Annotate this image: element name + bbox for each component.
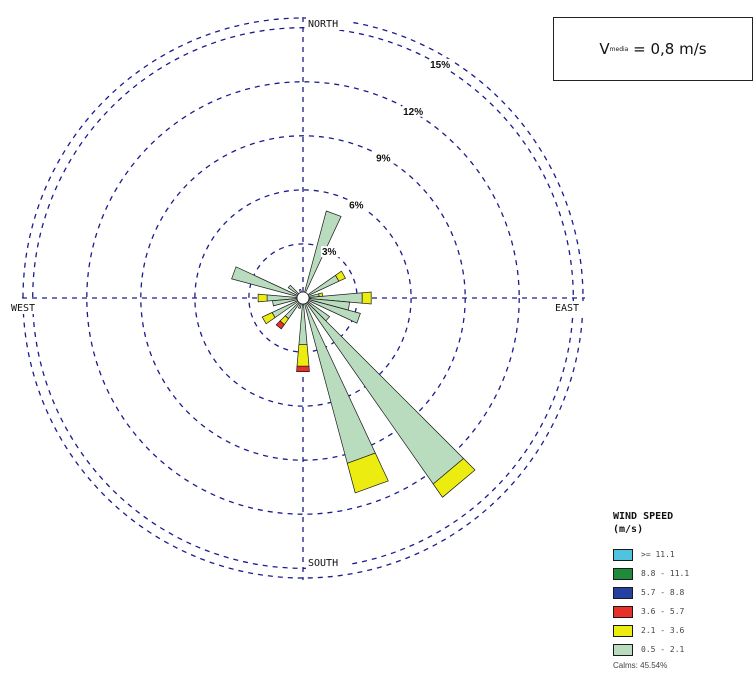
legend-label-6: 0.5 - 2.1 (641, 645, 685, 654)
petal-140-class-1 (302, 297, 465, 485)
ring-label-3: 3% (322, 247, 337, 258)
legend-label-4: 3.6 - 5.7 (641, 607, 685, 616)
legend-items: >= 11.1 8.8 - 11.1 5.7 - 8.8 3.6 - 5.7 2.1 -… (613, 548, 753, 656)
direction-label-south: SOUTH (308, 558, 338, 569)
petal-180-class-2 (296, 344, 310, 367)
petal-160-class-2 (346, 452, 389, 494)
petal-270-class-2 (257, 293, 268, 303)
legend-item-6: 0.5 - 2.1 (613, 643, 753, 656)
legend-label-2: 8.8 - 11.1 (641, 569, 690, 578)
ring-12 (86, 81, 520, 515)
petal-90-class-2 (361, 291, 372, 305)
legend-swatch-2 (613, 567, 633, 580)
mean-speed-subscript: media (609, 45, 629, 53)
direction-label-west: WEST (11, 303, 35, 314)
speed-legend: WIND SPEED (m/s) >= 11.1 8.8 - 11.1 5.7 - … (613, 510, 753, 670)
petal-140-class-2 (432, 458, 476, 498)
legend-swatch-5 (613, 624, 633, 637)
ring-label-6: 6% (349, 200, 364, 211)
ring-label-group: 3% 6% 9% 12% 15% (321, 58, 452, 258)
legend-label-5: 2.1 - 3.6 (641, 626, 685, 635)
petal-60-class-2 (335, 270, 346, 282)
legend-label-1: >= 11.1 (641, 550, 675, 559)
legend-item-2: 8.8 - 11.1 (613, 567, 753, 580)
legend-item-5: 2.1 - 3.6 (613, 624, 753, 637)
legend-item-1: >= 11.1 (613, 548, 753, 561)
ring-label-9: 9% (376, 154, 391, 165)
legend-swatch-6 (613, 643, 633, 656)
mean-speed-symbol: V (599, 40, 610, 58)
ring-6 (194, 189, 412, 407)
legend-label-3: 5.7 - 8.8 (641, 588, 685, 597)
legend-item-4: 3.6 - 5.7 (613, 605, 753, 618)
legend-swatch-3 (613, 586, 633, 599)
ring-label-15: 15% (430, 60, 450, 71)
legend-unit: (m/s) (613, 524, 644, 535)
mean-speed-value: = 0,8 m/s (633, 40, 707, 58)
petal-110-class-1 (302, 297, 361, 324)
petal-220-class-3 (275, 320, 285, 330)
legend-title: WIND SPEED (613, 511, 674, 522)
legend-swatch-4 (613, 605, 633, 618)
petal-180-class-3 (296, 365, 310, 372)
direction-label-north: NORTH (308, 19, 338, 30)
petal-group (231, 210, 476, 498)
calms-label: Calms: 45.54% (613, 661, 668, 670)
direction-label-east: EAST (555, 303, 579, 314)
calm-center (296, 291, 310, 305)
petal-240-class-2 (261, 312, 276, 325)
legend-swatch-1 (613, 548, 633, 561)
legend-item-3: 5.7 - 8.8 (613, 586, 753, 599)
petal-290-class-1 (231, 266, 304, 299)
ring-label-12: 12% (403, 107, 423, 118)
